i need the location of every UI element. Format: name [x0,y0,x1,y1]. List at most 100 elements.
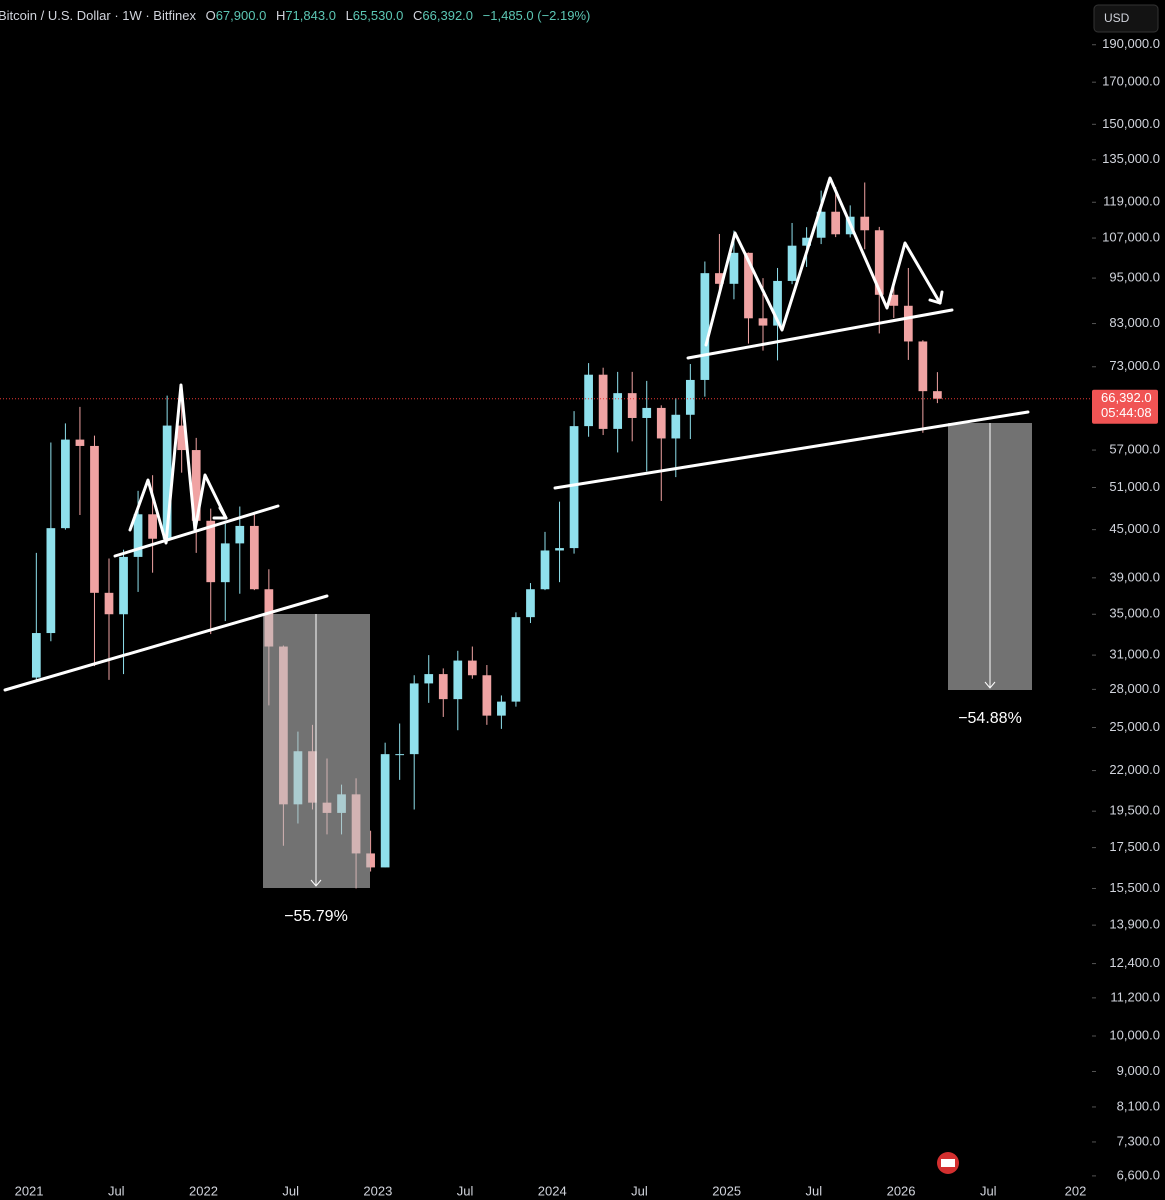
candle-body [598,374,608,429]
candle-body [148,514,157,539]
candle-body [671,414,681,439]
candle-body [569,426,579,549]
y-tick-label: 51,000.0 [1109,479,1160,494]
y-tick-label: 28,000.0 [1109,681,1160,696]
candle-body [933,391,942,399]
symbol-title: Bitcoin / U.S. Dollar · 1W · Bitfinex [0,8,196,23]
change: −1,485.0 (−2.19%) [483,8,591,23]
candle-body [119,556,128,615]
y-tick-label: 7,300.0 [1117,1133,1160,1148]
candle-body [467,660,477,676]
trend-line [553,410,1030,490]
ohlc-key: H [276,8,285,23]
candle-body [409,683,419,755]
y-tick-label: 6,600.0 [1117,1167,1160,1182]
y-tick-label: 135,000.0 [1102,151,1160,166]
x-tick-label: 2026 [887,1183,916,1198]
candle-body [584,374,593,427]
candle-body [453,660,463,700]
candle-body [206,520,216,583]
x-tick-label: 202 [1065,1183,1087,1198]
event-flag-stripes [941,1159,955,1167]
x-tick-label: 2021 [15,1183,44,1198]
candle-body [424,674,434,684]
candle-body [104,592,114,615]
candle-body [61,439,70,529]
candle-body [395,754,405,756]
candle-body [540,550,550,590]
candle-body [831,211,841,235]
x-tick-label: Jul [806,1183,823,1198]
candle-body [380,754,390,868]
y-tick-label: 10,000.0 [1109,1027,1160,1042]
y-tick-label: 39,000.0 [1109,569,1160,584]
x-tick-label: Jul [631,1183,648,1198]
x-tick-label: Jul [457,1183,474,1198]
y-tick-label: 107,000.0 [1102,229,1160,244]
candle-body [235,525,245,544]
y-tick-label: 19,500.0 [1109,803,1160,818]
y-tick-label: 35,000.0 [1109,606,1160,621]
currency-button[interactable] [1093,4,1159,33]
candle-body [918,341,928,392]
pattern-arrow [928,290,944,305]
y-tick-label: 31,000.0 [1109,647,1160,662]
candle-body [133,514,143,557]
y-tick-label: 150,000.0 [1102,116,1160,131]
measure-label: −55.79% [284,908,348,925]
candle-body [31,633,41,678]
candle-body [903,305,913,342]
candle-body [191,450,201,521]
measure-arrow [984,681,996,689]
y-tick-label: 17,500.0 [1109,839,1160,854]
measure-arrow [310,879,322,887]
candle-body [715,273,724,284]
x-tick-label: 2023 [363,1183,392,1198]
y-tick-label: 95,000.0 [1109,270,1160,285]
x-tick-label: Jul [980,1183,997,1198]
candle-body [802,237,811,246]
candle-body [773,280,782,326]
pattern-line [704,176,942,347]
candle-body [438,674,448,700]
y-tick-label: 22,000.0 [1109,762,1160,777]
candle-body [46,528,56,634]
candle-body [511,617,521,702]
candle-body [744,252,753,319]
ohlc-value: 66,392.0 [422,8,473,23]
trend-line [113,504,280,558]
y-tick-label: 25,000.0 [1109,719,1160,734]
candle-body [75,439,85,446]
candle-body [366,853,375,868]
measure-label: −54.88% [958,710,1022,727]
candle-body [220,543,230,583]
y-tick-label: 8,100.0 [1117,1098,1160,1113]
x-tick-label: Jul [108,1183,125,1198]
candle-body [613,393,623,429]
candle-body [162,425,172,539]
y-tick-label: 11,200.0 [1110,989,1160,1004]
candle-body [685,379,695,415]
ohlc-value: 65,530.0 [353,8,404,23]
x-tick-label: 2025 [712,1183,741,1198]
y-tick-label: 57,000.0 [1109,441,1160,456]
annotations: −55.79% −54.88% [3,176,1032,925]
candle-body [497,701,506,716]
y-tick-label: 13,900.0 [1109,917,1160,932]
candle-body [860,216,870,231]
candle-body [627,393,637,418]
y-tick-label: 73,000.0 [1109,358,1160,373]
countdown: 05:44:08 [1101,405,1152,420]
trend-line [686,308,954,360]
currency-label[interactable]: USD [1104,11,1130,25]
candle-body [526,589,535,618]
candle-body [758,318,768,326]
ohlc-value: 71,843.0 [285,8,336,23]
last-price-label: 66,392.0 [1101,390,1152,405]
candle-body [816,211,826,238]
ohlc-key: L [346,8,353,23]
y-tick-label: 170,000.0 [1102,74,1160,89]
ohlc-key: C [413,8,422,23]
